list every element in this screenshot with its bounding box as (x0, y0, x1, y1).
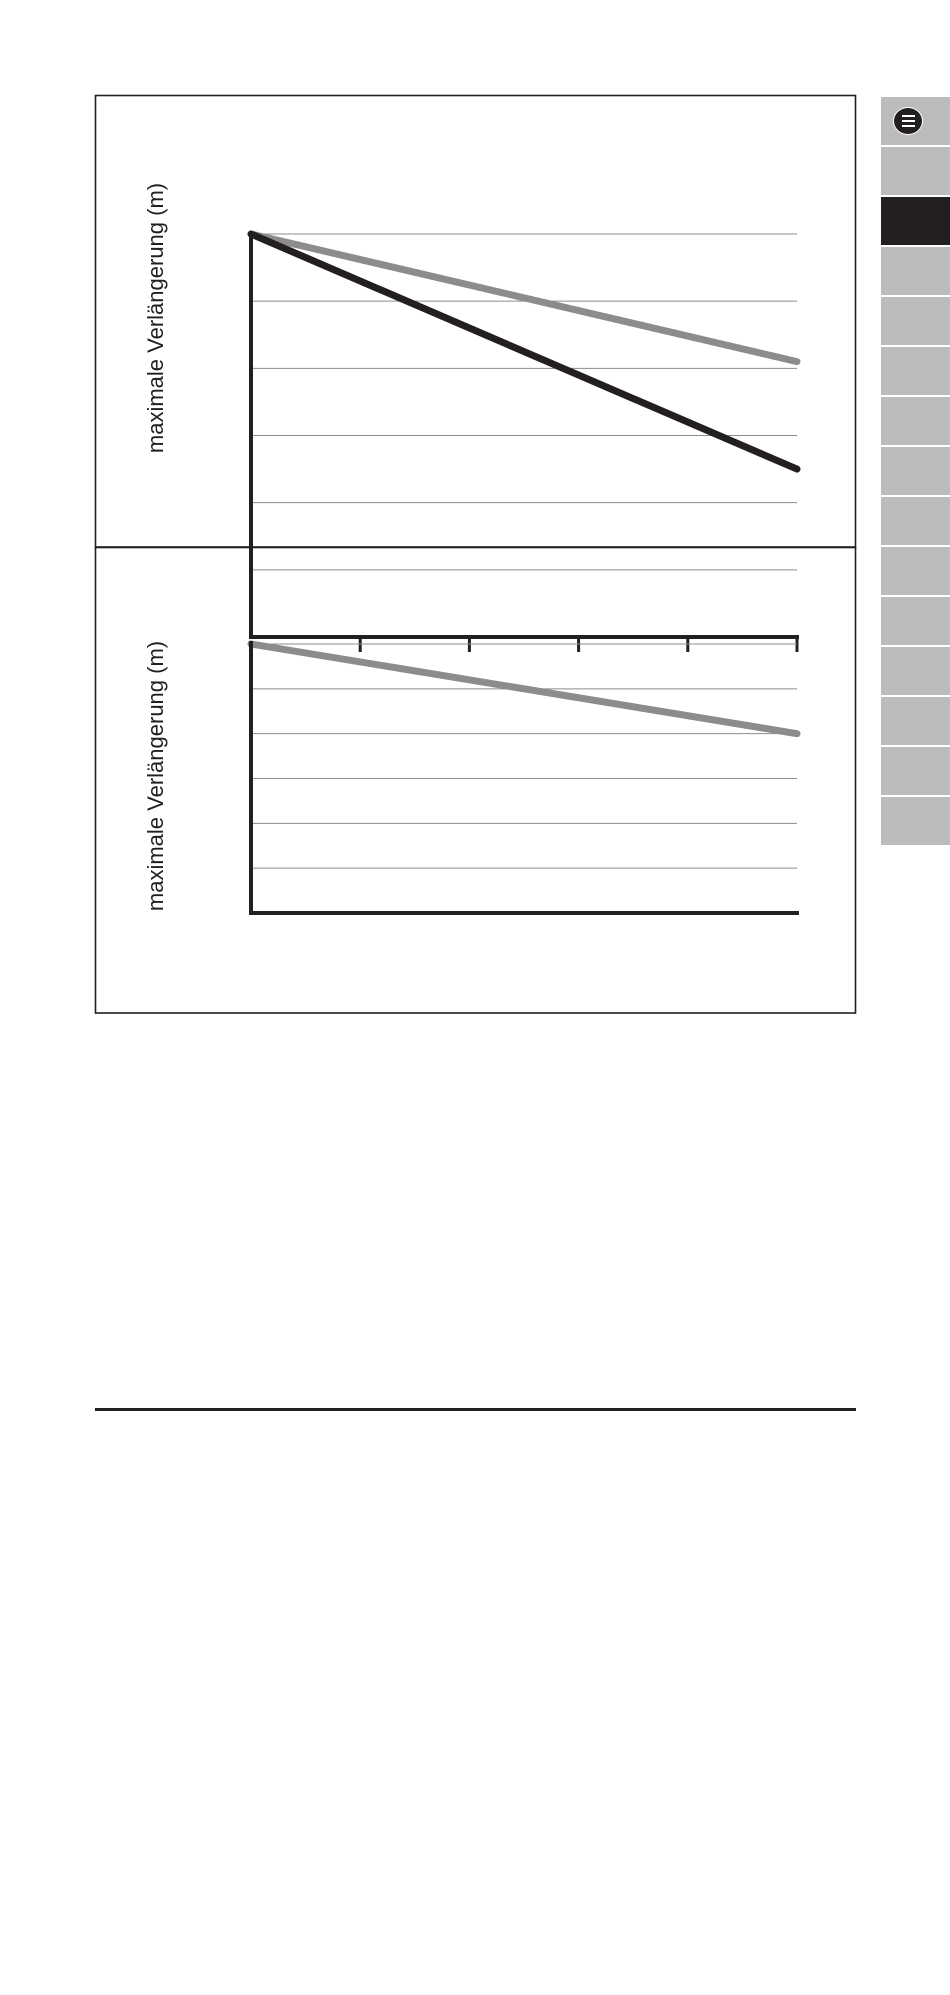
section-divider (95, 1408, 856, 1411)
chapter-tab[interactable] (881, 197, 950, 245)
chapter-tab[interactable] (881, 797, 950, 845)
chapter-tab[interactable] (881, 597, 950, 645)
chart-frame-bottom (94, 546, 857, 1014)
chapter-tab[interactable] (881, 397, 950, 445)
hamburger-menu-icon (893, 107, 923, 135)
series-line-2 (247, 230, 801, 473)
y-axis-label-1: maximale Verlängerung (m) (143, 183, 168, 453)
chart-frame-top (94, 94, 857, 549)
chapter-tab[interactable] (881, 647, 950, 695)
chapter-tab[interactable] (881, 747, 950, 795)
chapter-tab[interactable] (881, 497, 950, 545)
chart-1 (247, 230, 801, 652)
menu-tab[interactable] (881, 97, 950, 145)
chapter-tab[interactable] (881, 697, 950, 745)
chapter-tab[interactable] (881, 247, 950, 295)
chapter-tab[interactable] (881, 297, 950, 345)
series-line-1 (247, 640, 801, 738)
chart-2 (247, 640, 801, 915)
series-line-1 (247, 230, 801, 366)
chapter-tab[interactable] (881, 447, 950, 495)
chapter-tab[interactable] (881, 147, 950, 195)
chapter-tab[interactable] (881, 347, 950, 395)
chapter-tabs (881, 97, 950, 847)
chapter-tab[interactable] (881, 547, 950, 595)
y-axis-label-2: maximale Verlängerung (m) (143, 641, 168, 911)
